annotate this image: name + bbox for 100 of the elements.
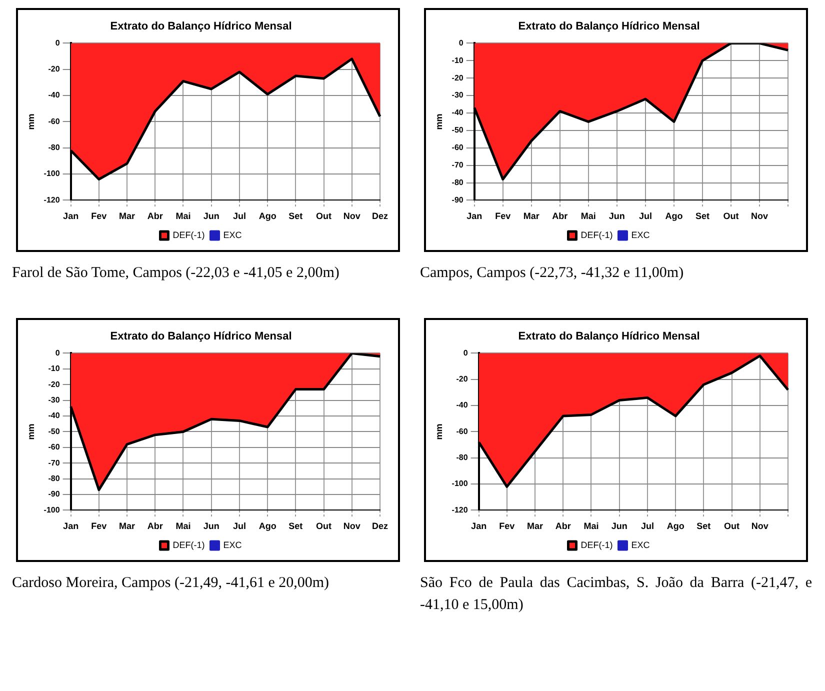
x-tick-label: Set xyxy=(288,211,303,222)
y-tick-label: -30 xyxy=(48,396,60,405)
chart-title: Extrato do Balanço Hídrico Mensal xyxy=(518,330,700,343)
y-tick-label: -20 xyxy=(48,380,60,389)
y-tick-label: -20 xyxy=(48,64,60,74)
y-tick-label: -10 xyxy=(48,364,60,374)
legend-label: EXC xyxy=(223,540,242,550)
chart-title: Extrato do Balanço Hídrico Mensal xyxy=(518,20,700,33)
x-tick-label: Jun xyxy=(203,521,220,532)
x-tick-label: Abr xyxy=(147,211,164,222)
x-tick-label: Nov xyxy=(751,521,768,532)
x-tick-label: Ago xyxy=(258,521,277,532)
x-tick-label: Ago xyxy=(666,521,685,532)
x-tick-label: Jul xyxy=(232,521,246,532)
text: São Fco de Paula das Cacimbas, S. João da Barra (-21,47, e -41,10 e 15,00m) xyxy=(419,574,813,615)
x-tick-label: Mai xyxy=(176,211,191,222)
y-tick-label: -90 xyxy=(452,195,464,204)
x-tick-label: Mai xyxy=(584,521,599,532)
x-tick-label: Mar xyxy=(523,211,540,222)
legend-label: DEF(-1) xyxy=(172,230,205,240)
x-tick-label: Jan xyxy=(63,521,79,532)
y-tick-label: 0 xyxy=(463,348,468,358)
legend-label: EXC xyxy=(223,230,242,240)
x-tick-label: Mar xyxy=(119,211,136,222)
x-tick-label: Abr xyxy=(555,521,572,532)
x-tick-label: Abr xyxy=(552,211,568,222)
y-tick-label: -90 xyxy=(48,490,60,499)
legend-label: EXC xyxy=(631,540,650,550)
x-tick-label: Out xyxy=(316,521,332,532)
text: Cardoso Moreira, Campos (-21,49, -41,61 e 20,00m) xyxy=(11,574,330,593)
x-tick-label: Fev xyxy=(91,211,107,222)
x-tick-label: Mai xyxy=(176,521,191,532)
x-tick-label: Fev xyxy=(499,521,515,532)
x-tick-label: Out xyxy=(724,521,740,532)
x-tick-label: Jan xyxy=(471,521,487,532)
y-tick-label: -40 xyxy=(452,108,464,118)
x-tick-label: Nov xyxy=(343,521,360,532)
x-tick-label: Set xyxy=(695,211,710,222)
legend-label: DEF(-1) xyxy=(172,540,205,550)
x-tick-label: Jan xyxy=(466,211,482,222)
text: Farol de São Tome, Campos (-22,03 e -41,05 e 2,00m) xyxy=(11,264,340,283)
y-tick-label: -120 xyxy=(44,195,60,204)
y-tick-label: -10 xyxy=(452,56,464,65)
x-tick-label: Mar xyxy=(119,521,136,532)
y-tick-label: -60 xyxy=(48,116,60,126)
legend-label: DEF(-1) xyxy=(580,230,613,240)
x-tick-label: Out xyxy=(316,211,332,222)
y-tick-label: -40 xyxy=(456,400,468,410)
y-tick-label: -50 xyxy=(452,126,464,135)
y-tick-label: -100 xyxy=(452,479,468,488)
x-tick-label: Set xyxy=(288,521,303,532)
y-tick-label: -60 xyxy=(48,442,60,452)
text: Campos, Campos (-22,73, -41,32 e 11,00m) xyxy=(419,264,685,283)
x-tick-label: Jun xyxy=(611,521,628,532)
y-tick-label: 0 xyxy=(55,38,60,48)
chart-title: Extrato do Balanço Hídrico Mensal xyxy=(110,20,292,33)
x-tick-label: Jun xyxy=(608,211,625,222)
x-tick-label: Jul xyxy=(640,521,654,532)
y-tick-label: -70 xyxy=(452,160,464,170)
x-tick-label: Fev xyxy=(91,521,107,532)
y-tick-label: 0 xyxy=(55,348,60,358)
x-tick-label: Jun xyxy=(203,211,220,222)
x-tick-label: Set xyxy=(696,521,711,532)
y-axis-title: mm xyxy=(26,424,36,440)
legend-label: DEF(-1) xyxy=(580,540,613,550)
y-tick-label: -60 xyxy=(452,143,464,152)
x-tick-label: Nov xyxy=(750,211,768,222)
y-tick-label: -100 xyxy=(44,505,60,514)
legend-label: EXC xyxy=(631,230,650,240)
x-tick-label: Abr xyxy=(147,521,164,532)
y-tick-label: -80 xyxy=(456,453,468,462)
x-tick-label: Jul xyxy=(232,211,246,222)
y-tick-label: 0 xyxy=(458,38,464,48)
x-tick-label: Jan xyxy=(63,211,79,222)
x-tick-label: Mai xyxy=(580,211,596,222)
y-tick-label: -80 xyxy=(48,474,60,484)
y-tick-label: -80 xyxy=(48,143,60,152)
y-axis-title: mm xyxy=(26,114,36,130)
y-tick-label: -40 xyxy=(48,90,60,100)
y-tick-label: -80 xyxy=(452,178,464,187)
x-tick-label: Out xyxy=(723,211,739,222)
y-tick-label: -70 xyxy=(48,458,60,468)
y-tick-label: -100 xyxy=(44,169,60,178)
y-tick-label: -20 xyxy=(452,73,464,82)
x-tick-label: Ago xyxy=(665,211,684,222)
x-tick-label: Ago xyxy=(258,211,277,222)
y-tick-label: -20 xyxy=(456,374,468,384)
x-tick-label: Dez xyxy=(372,521,388,532)
y-tick-label: -50 xyxy=(48,426,60,436)
y-axis-title: mm xyxy=(434,114,444,130)
x-tick-label: Jul xyxy=(638,211,652,222)
y-axis-title: mm xyxy=(434,424,444,440)
x-tick-label: Nov xyxy=(343,211,360,222)
chart-title: Extrato do Balanço Hídrico Mensal xyxy=(110,330,292,343)
y-tick-label: -120 xyxy=(452,505,468,514)
y-tick-label: -60 xyxy=(456,426,468,436)
x-tick-label: Dez xyxy=(372,211,388,222)
y-tick-label: -30 xyxy=(452,90,464,100)
x-tick-label: Fev xyxy=(495,211,511,222)
x-tick-label: Mar xyxy=(527,521,544,532)
